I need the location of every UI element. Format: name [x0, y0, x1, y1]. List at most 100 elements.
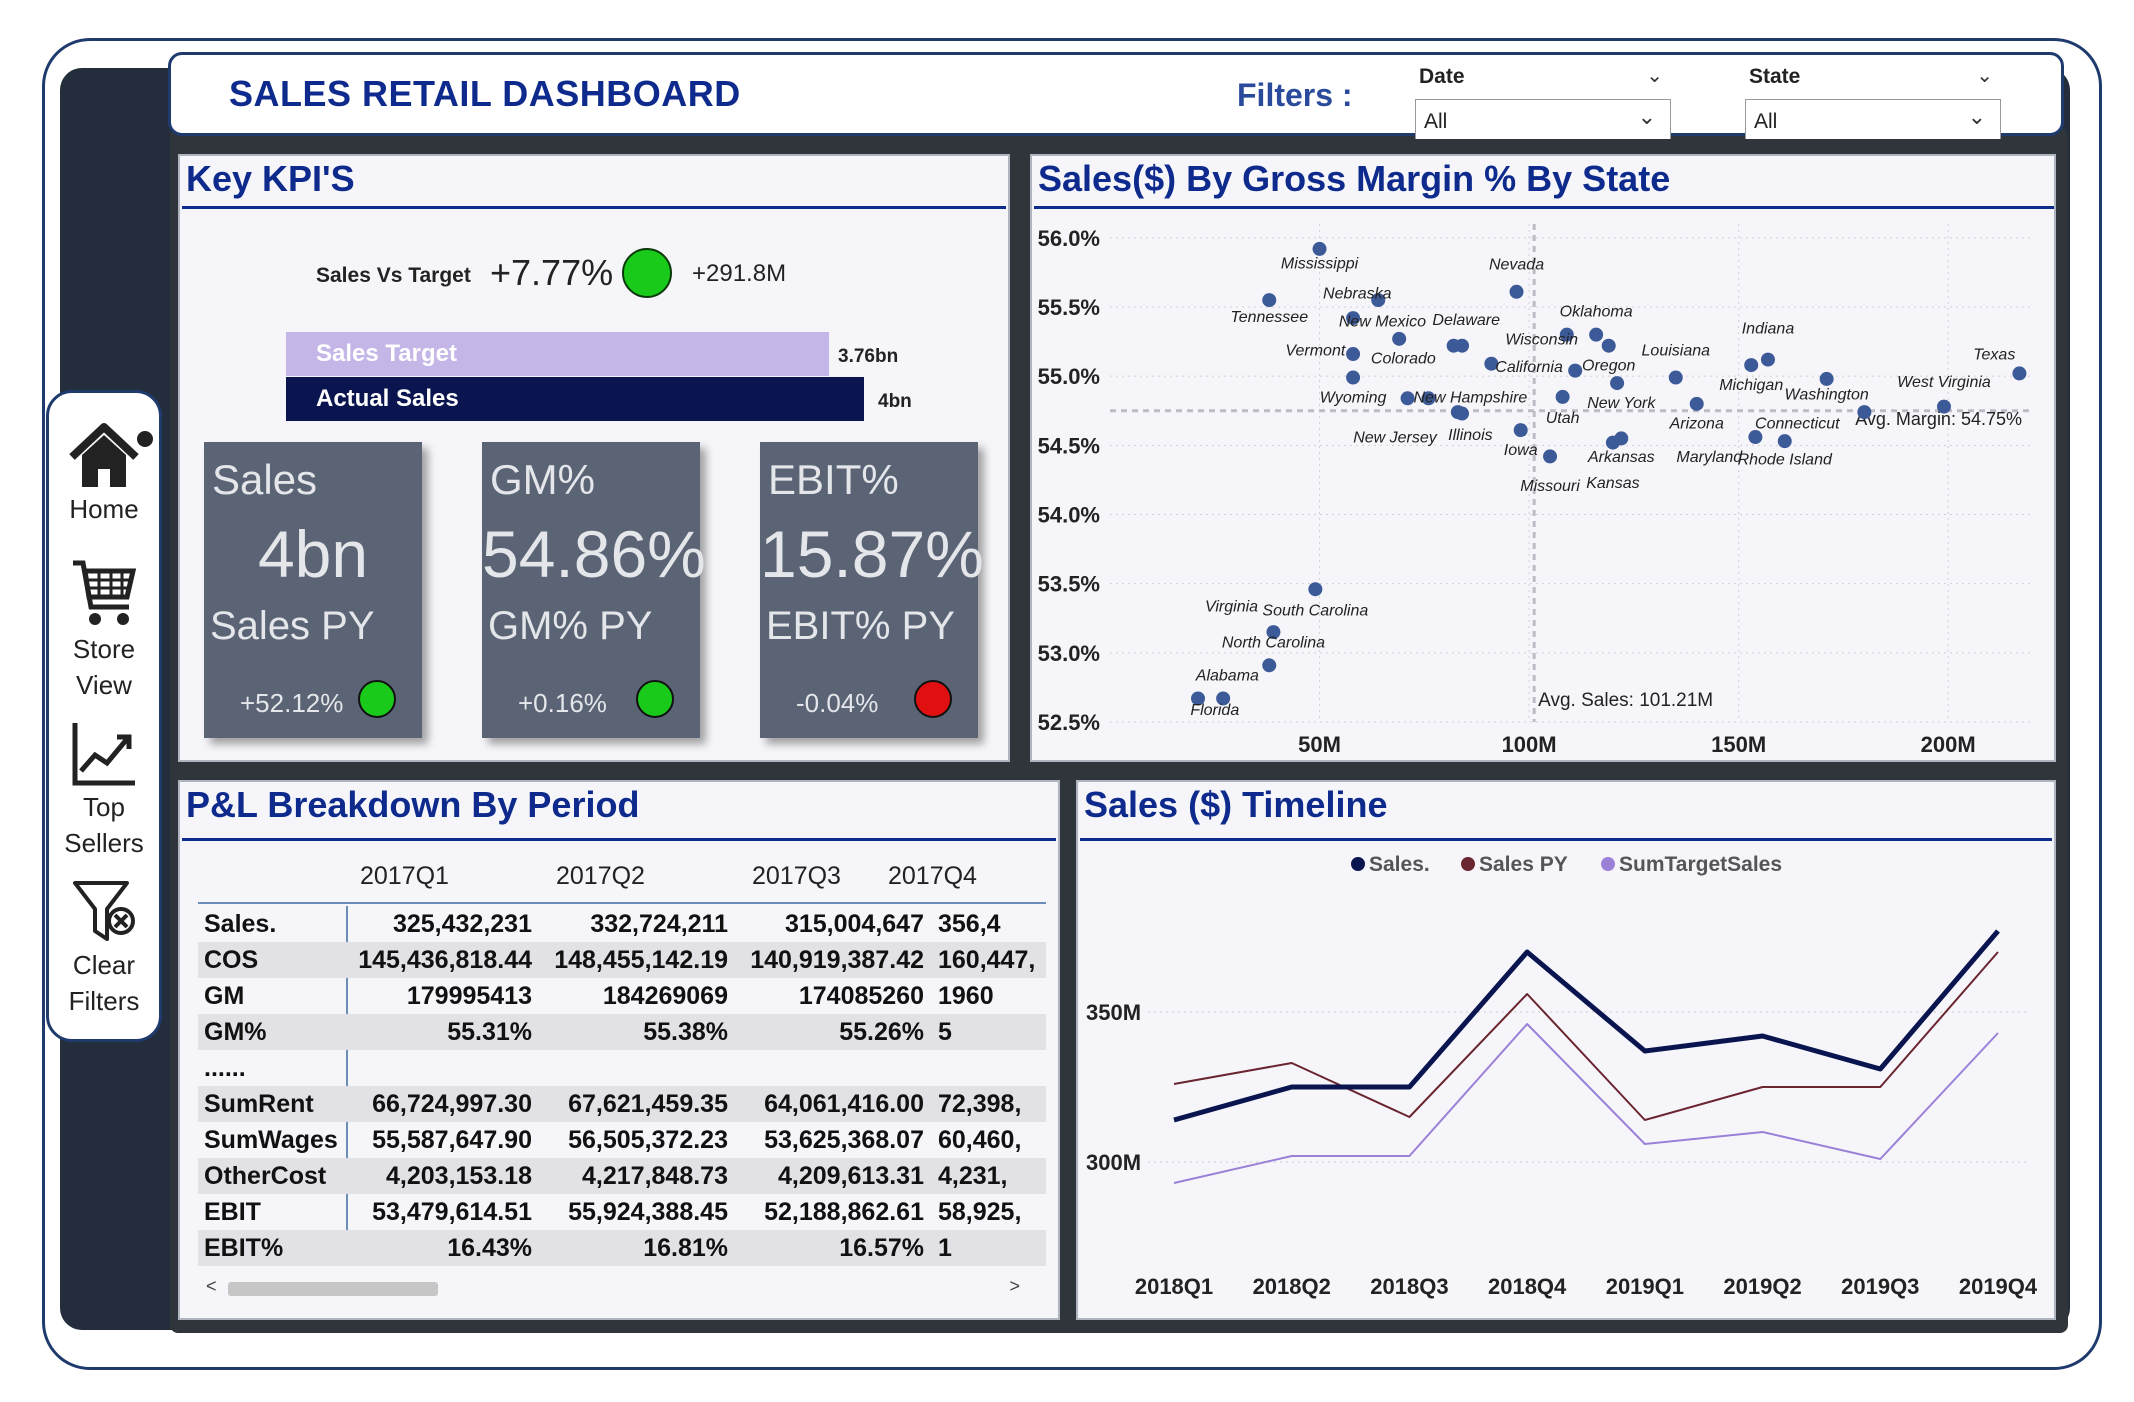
- nav-top-label-2: Sellers: [64, 828, 144, 858]
- x-tick-label: 2019Q1: [1606, 1274, 1684, 1299]
- table-cell: 1: [938, 1234, 952, 1262]
- nav-clear-filters-button[interactable]: Clear Filters: [49, 877, 159, 1019]
- chevron-down-icon[interactable]: ⌄: [1967, 104, 1986, 129]
- data-point: [1191, 691, 1206, 706]
- data-point: [1400, 391, 1415, 406]
- point-label: Virginia: [1205, 598, 1258, 615]
- table-cell: 174085260: [798, 982, 924, 1010]
- date-filter-select[interactable]: All ⌄: [1415, 99, 1671, 139]
- x-tick-label: 2018Q2: [1253, 1274, 1331, 1299]
- table-row: OtherCost 4,203,153.18 4,217,848.73 4,209,6…: [198, 1158, 1046, 1194]
- scrollbar-thumb[interactable]: [228, 1282, 438, 1296]
- data-point: [1559, 327, 1574, 342]
- data-point: [1371, 293, 1386, 308]
- point-label: Indiana: [1742, 320, 1795, 337]
- cart-icon: [73, 560, 137, 625]
- table-row: EBIT% 16.43% 16.81% 16.57% 1: [198, 1230, 1046, 1266]
- scroll-left-arrow[interactable]: <: [206, 1276, 217, 1296]
- nav-store-view-button[interactable]: Store View: [49, 557, 159, 703]
- x-tick-label: 50M: [1298, 732, 1341, 757]
- table-cell: 72,398,: [938, 1090, 1022, 1118]
- series-line: [1173, 929, 2000, 1123]
- actual-sales-bar: Actual Sales: [286, 377, 864, 421]
- data-point: [1262, 293, 1277, 308]
- data-point: [2012, 366, 2027, 381]
- data-point: [1262, 658, 1277, 673]
- table-cell: 145,436,818.44: [358, 946, 532, 974]
- data-point: [1857, 405, 1872, 420]
- kpi-card-value: 15.87%: [760, 517, 984, 591]
- kpi-card-py-label: EBIT% PY: [766, 604, 955, 648]
- data-point: [1777, 434, 1792, 449]
- kpi-card-label: Sales: [212, 456, 318, 503]
- data-point: [1668, 370, 1683, 385]
- point-label: Washington: [1785, 387, 1869, 404]
- sales-target-value: 3.76bn: [838, 346, 899, 367]
- nav-home-button[interactable]: Home: [49, 421, 159, 527]
- y-tick-label: 55.0%: [1038, 364, 1100, 389]
- state-filter-select[interactable]: All ⌄: [1745, 99, 2001, 139]
- status-indicator: [636, 680, 674, 718]
- header-bar: SALES RETAIL DASHBOARD Filters : Date ⌄ …: [168, 52, 2064, 139]
- point-label: Utah: [1546, 410, 1580, 427]
- point-label: Alabama: [1195, 668, 1259, 685]
- point-label: Rhode Island: [1738, 452, 1833, 469]
- data-point: [1346, 370, 1361, 385]
- x-tick-label: 2019Q3: [1841, 1274, 1919, 1299]
- table-cell: 179995413: [406, 982, 532, 1010]
- point-label: Arizona: [1669, 416, 1724, 433]
- chevron-down-icon[interactable]: ⌄: [1637, 104, 1656, 129]
- chevron-down-icon[interactable]: ⌄: [1976, 65, 1993, 87]
- row-label: GM%: [204, 1018, 267, 1046]
- column-header: 2017Q3: [752, 862, 841, 890]
- table-row: COS 145,436,818.44 148,455,142.19 140,919,3…: [198, 942, 1046, 978]
- row-label: EBIT%: [204, 1234, 284, 1262]
- sales-kpi-card: Sales 4bn Sales PY +52.12%: [204, 442, 422, 738]
- table-cell: 184269069: [602, 982, 728, 1010]
- x-tick-label: 2018Q3: [1370, 1274, 1448, 1299]
- point-label: North Carolina: [1222, 634, 1325, 651]
- table-cell: 53,625,368.07: [764, 1126, 924, 1154]
- title-rule: [1080, 838, 2052, 841]
- table-cell: 55.31%: [447, 1018, 532, 1046]
- title-rule: [1034, 206, 2054, 209]
- nav-clear-label-2: Filters: [68, 986, 140, 1016]
- table-cell: 356,4: [938, 910, 1001, 938]
- date-filter[interactable]: Date ⌄ All ⌄: [1415, 59, 1673, 139]
- row-label: GM: [204, 982, 245, 1010]
- table-row: SumRent 66,724,997.30 67,621,459.35 64,061,…: [198, 1086, 1046, 1122]
- row-label: OtherCost: [204, 1162, 327, 1190]
- column-header: 2017Q2: [556, 862, 645, 890]
- table-cell: 53,479,614.51: [372, 1198, 532, 1226]
- data-point: [1614, 431, 1629, 446]
- data-point: [1455, 406, 1470, 421]
- nav-top-sellers-button[interactable]: Top Sellers: [49, 719, 159, 861]
- y-tick-label: 300M: [1086, 1150, 1141, 1175]
- scroll-right-arrow[interactable]: >: [1009, 1276, 1020, 1296]
- legend-marker: [1601, 857, 1615, 871]
- table-cell: 60,460,: [938, 1126, 1022, 1154]
- avg-margin-label: Avg. Margin: 54.75%: [1855, 409, 2022, 429]
- home-icon: [69, 423, 139, 487]
- point-label: Missouri: [1520, 478, 1580, 495]
- clear-filter-icon: [73, 881, 135, 941]
- nav-home-label: Home: [69, 494, 139, 524]
- filters-label: Filters :: [1237, 77, 1353, 113]
- point-label: Illinois: [1448, 427, 1492, 444]
- table-cell: 4,209,613.31: [778, 1162, 924, 1190]
- table-cell: 4,217,848.73: [582, 1162, 728, 1190]
- data-point: [1455, 338, 1470, 353]
- row-label: EBIT: [204, 1198, 261, 1226]
- row-label: SumWages: [204, 1126, 338, 1154]
- horizontal-scrollbar[interactable]: < >: [198, 1276, 1046, 1300]
- y-tick-label: 54.0%: [1038, 503, 1100, 528]
- state-filter[interactable]: State ⌄ All ⌄: [1745, 59, 2003, 139]
- x-tick-label: 2019Q2: [1723, 1274, 1801, 1299]
- status-indicator: [622, 248, 672, 298]
- chevron-down-icon[interactable]: ⌄: [1646, 65, 1663, 87]
- data-point: [1760, 352, 1775, 367]
- point-label: South Carolina: [1262, 602, 1368, 619]
- point-label: New Mexico: [1339, 313, 1426, 330]
- point-label: Louisiana: [1642, 342, 1711, 359]
- sales-by-margin-scatter-panel: Sales($) By Gross Margin % By State 56.0…: [1030, 154, 2056, 762]
